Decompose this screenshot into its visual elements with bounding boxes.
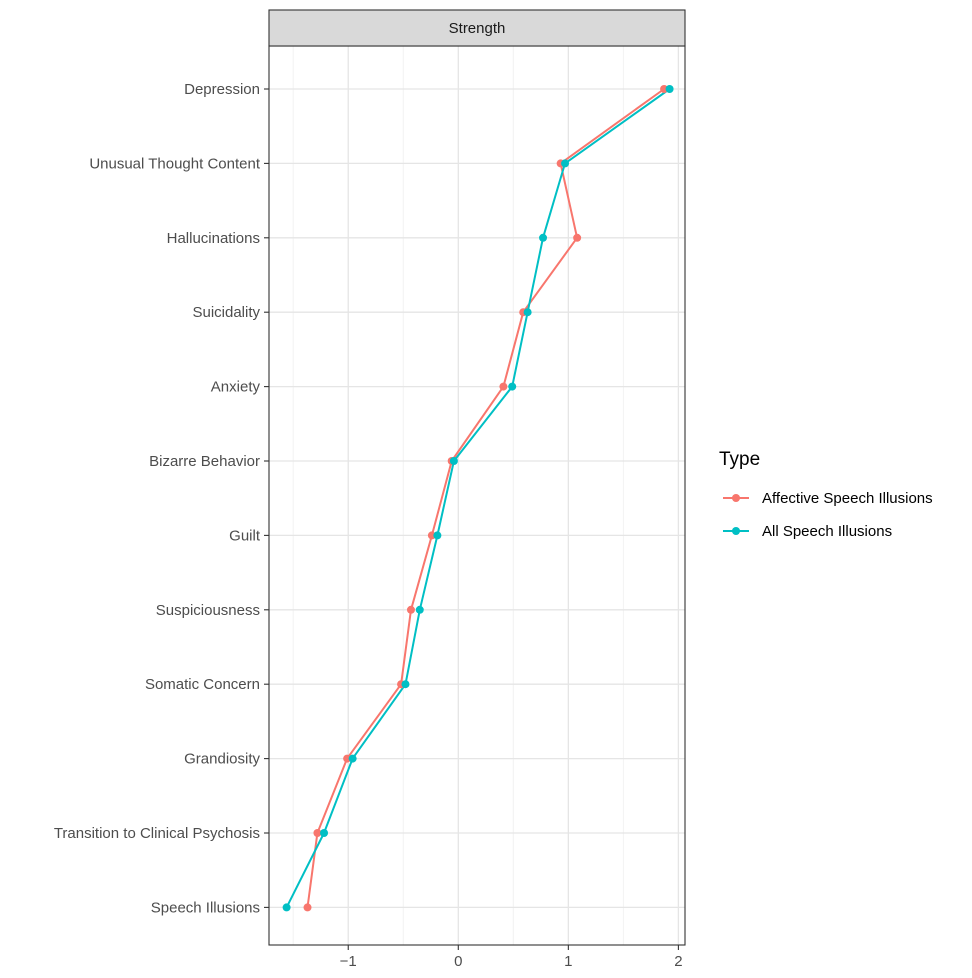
data-point-affective-speech-illusions [660,85,669,93]
y-tick-label: Unusual Thought Content [89,155,261,172]
data-point-affective-speech-illusions [499,382,508,391]
legend-key-point-affective-speech-illusions [732,494,740,502]
y-tick-label: Bizarre Behavior [149,453,260,470]
legend-label-all-speech-illusions: All Speech Illusions [762,523,892,540]
minor-gridlines [292,46,624,945]
data-point-all-speech-illusions [348,754,357,763]
y-tick-label: Transition to Clinical Psychosis [54,825,260,842]
y-tick-label: Guilt [229,527,261,544]
facet-strip-background [268,9,686,47]
data-point-all-speech-illusions [415,605,424,614]
x-axis: −1 0 1 2 [340,945,683,970]
data-point-affective-speech-illusions [406,605,415,614]
series-line-all-speech-illusions [285,88,671,908]
legend-label-affective-speech-illusions: Affective Speech Illusions [762,490,933,507]
data-point-affective-speech-illusions [573,233,582,242]
series-points [282,85,674,912]
data-point-all-speech-illusions [561,159,570,168]
data-point-all-speech-illusions [523,308,532,317]
data-point-all-speech-illusions [401,680,410,689]
data-point-affective-speech-illusions [303,903,312,912]
y-tick-label: Suicidality [192,304,260,321]
data-point-all-speech-illusions [539,233,548,242]
y-axis: Depression Unusual Thought Content Halluci… [54,81,269,916]
legend-items: Affective Speech Illusions All Speech Ill… [723,490,933,540]
y-tick-label: Somatic Concern [145,676,260,693]
data-point-all-speech-illusions [665,85,674,93]
legend: Type Affective Speech Illusions All Speec… [719,449,933,540]
x-tick-label: 0 [454,953,462,970]
data-point-all-speech-illusions [433,531,442,540]
data-point-affective-speech-illusions [427,531,436,540]
data-point-affective-speech-illusions [343,754,352,763]
data-point-all-speech-illusions [320,829,329,837]
legend-title: Type [719,449,760,470]
y-tick-label: Speech Illusions [151,899,260,916]
y-tick-label: Depression [184,81,260,98]
data-point-affective-speech-illusions [313,829,322,837]
y-tick-label: Suspiciousness [156,602,260,619]
plot-panel [268,45,686,946]
y-tick-label: Grandiosity [184,751,260,768]
x-tick-label: 1 [564,953,572,970]
y-tick-label: Anxiety [211,379,261,396]
x-tick-label: 2 [674,953,682,970]
facet-strip-label: Strength [449,20,506,37]
data-point-all-speech-illusions [282,903,291,912]
major-gridlines [269,46,685,945]
series-lines [285,88,671,908]
series-line-affective-speech-illusions [306,88,665,908]
legend-key-point-all-speech-illusions [732,527,740,535]
y-tick-label: Hallucinations [167,230,260,247]
data-point-all-speech-illusions [508,382,517,391]
panel-background [269,46,685,945]
facet-strip: Strength [268,9,686,47]
data-point-all-speech-illusions [449,457,458,465]
x-tick-label: −1 [340,953,357,970]
